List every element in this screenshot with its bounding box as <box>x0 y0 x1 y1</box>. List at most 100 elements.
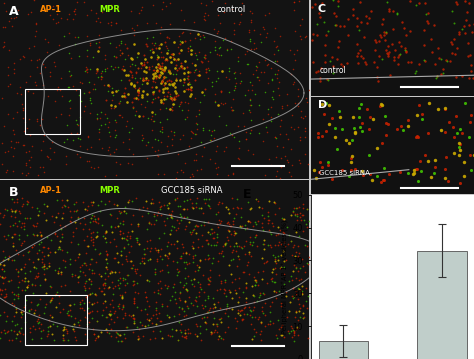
Point <box>37 232 45 238</box>
Point <box>95 271 102 277</box>
Point <box>101 56 109 61</box>
Point <box>167 227 174 233</box>
Point <box>286 330 293 336</box>
Point <box>161 282 169 288</box>
Point <box>188 200 196 206</box>
Point <box>318 101 326 107</box>
Point <box>280 248 287 254</box>
Point <box>187 47 195 53</box>
Point <box>165 314 173 320</box>
Point <box>146 47 154 53</box>
Point <box>61 223 68 229</box>
Point <box>176 290 184 296</box>
Point <box>196 285 203 290</box>
Point <box>115 332 123 338</box>
Point <box>18 325 25 331</box>
Point <box>246 8 254 14</box>
Point <box>116 292 123 298</box>
Point <box>211 304 219 310</box>
Point <box>149 89 157 95</box>
Point <box>116 228 124 233</box>
Point <box>431 157 439 163</box>
Point <box>334 3 342 9</box>
Point <box>187 87 195 93</box>
Point <box>263 258 271 264</box>
Point <box>0 312 4 318</box>
Point <box>345 173 353 178</box>
Point <box>40 202 48 208</box>
Point <box>37 239 45 245</box>
Point <box>256 331 264 337</box>
Point <box>149 67 156 73</box>
Point <box>15 232 22 238</box>
Point <box>272 200 279 206</box>
Point <box>31 275 39 281</box>
Point <box>192 222 200 228</box>
Point <box>269 223 277 229</box>
Point <box>91 216 99 222</box>
Point <box>74 215 82 221</box>
Point <box>78 305 85 311</box>
Point <box>162 3 170 8</box>
Point <box>243 284 250 290</box>
Point <box>48 213 55 219</box>
Point <box>85 285 93 291</box>
Point <box>157 212 164 218</box>
Point <box>272 232 280 238</box>
Point <box>198 243 205 248</box>
Point <box>13 321 21 327</box>
Point <box>146 237 154 243</box>
Point <box>127 68 134 74</box>
Point <box>219 243 227 249</box>
Point <box>328 115 335 120</box>
Point <box>377 101 385 107</box>
Point <box>375 53 383 59</box>
Point <box>163 262 171 268</box>
Point <box>123 99 131 105</box>
Point <box>303 99 311 105</box>
Point <box>66 289 74 294</box>
Point <box>256 290 264 296</box>
Point <box>49 321 56 326</box>
Point <box>164 332 172 338</box>
Point <box>132 70 139 75</box>
Point <box>152 95 159 101</box>
Point <box>31 308 38 313</box>
Point <box>101 270 109 276</box>
Point <box>165 81 173 87</box>
Point <box>144 245 151 251</box>
Point <box>51 63 59 69</box>
Point <box>4 256 12 261</box>
Point <box>122 256 130 261</box>
Point <box>197 139 205 145</box>
Point <box>419 111 426 117</box>
Point <box>383 30 390 36</box>
Point <box>209 79 216 85</box>
Point <box>240 306 248 311</box>
Point <box>332 13 340 18</box>
Point <box>53 289 61 295</box>
Point <box>242 285 249 291</box>
Point <box>173 259 181 265</box>
Point <box>119 277 127 283</box>
Point <box>181 298 189 304</box>
Point <box>322 101 330 106</box>
Point <box>176 289 183 295</box>
Point <box>130 316 138 322</box>
Point <box>199 89 206 95</box>
Point <box>40 169 48 175</box>
Point <box>115 305 122 311</box>
Point <box>283 157 290 163</box>
Point <box>458 130 466 136</box>
Point <box>116 112 123 118</box>
Point <box>230 229 237 234</box>
Text: MPR: MPR <box>99 5 120 14</box>
Point <box>244 311 251 317</box>
Point <box>175 33 182 39</box>
Point <box>64 337 72 342</box>
Point <box>25 248 33 254</box>
Point <box>138 137 146 143</box>
Point <box>201 200 209 206</box>
Point <box>179 241 186 247</box>
Point <box>287 328 294 334</box>
